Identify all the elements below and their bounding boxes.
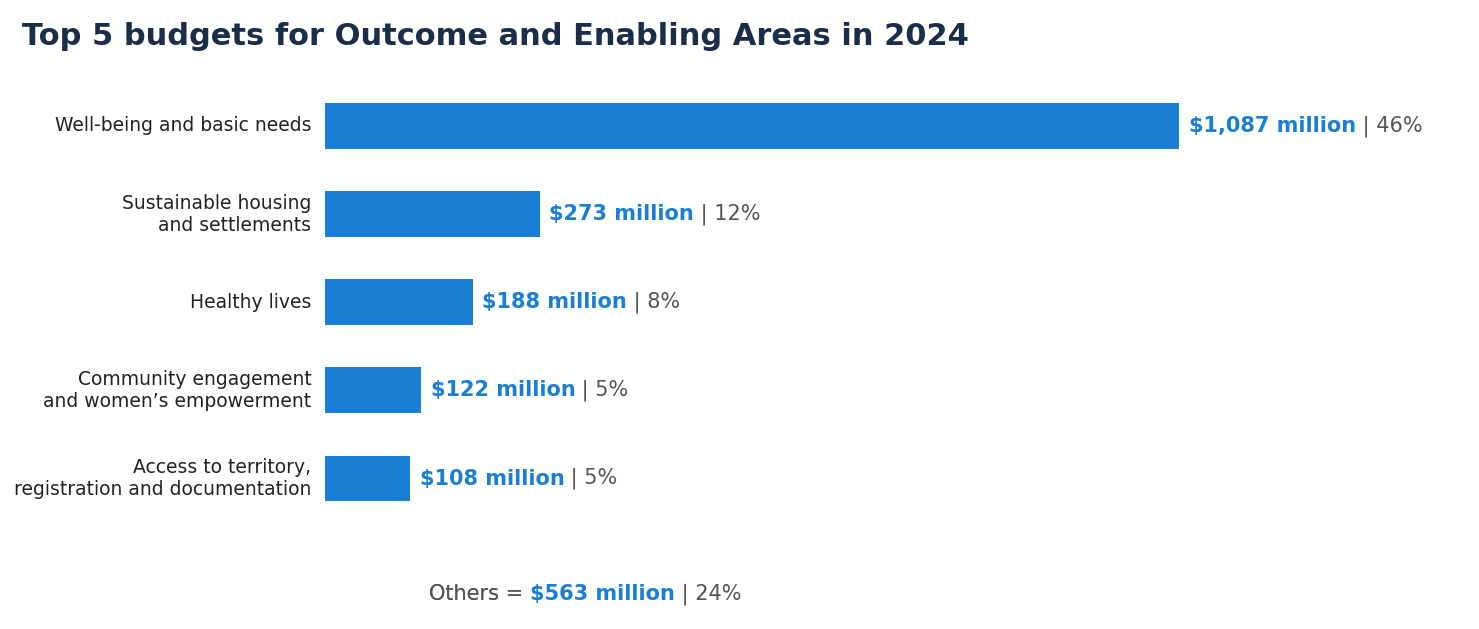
Bar <box>325 279 473 325</box>
Text: | 24%: | 24% <box>674 584 741 605</box>
Text: Top 5 budgets for Outcome and Enabling Areas in 2024: Top 5 budgets for Outcome and Enabling A… <box>22 22 969 51</box>
Text: $108 million: $108 million <box>420 469 565 489</box>
Text: | 5%: | 5% <box>565 468 618 489</box>
Bar <box>325 103 1179 149</box>
Text: | 46%: | 46% <box>1356 115 1423 136</box>
Text: $563 million: $563 million <box>529 584 674 604</box>
Text: | 5%: | 5% <box>575 380 629 401</box>
Text: | 12%: | 12% <box>694 203 760 225</box>
Text: Others =: Others = <box>429 584 529 604</box>
Text: $122 million: $122 million <box>430 381 575 401</box>
Text: $188 million: $188 million <box>482 292 627 312</box>
Bar <box>325 455 410 501</box>
Bar <box>325 367 422 413</box>
Bar <box>325 191 540 237</box>
Text: | 8%: | 8% <box>627 291 680 313</box>
Text: $273 million: $273 million <box>549 204 694 224</box>
Text: Others =: Others = <box>429 584 529 604</box>
Text: $1,087 million: $1,087 million <box>1189 116 1356 136</box>
